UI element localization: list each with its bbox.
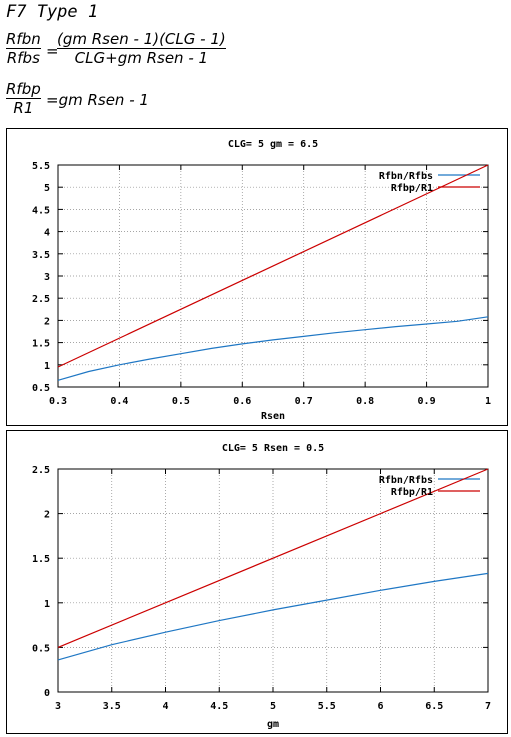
eq2-lhs-numerator: Rfbp xyxy=(6,80,41,98)
legend-label-2: Rfbp/R1 xyxy=(391,487,433,498)
y-tick-label: 2 xyxy=(44,510,50,521)
eq1-rhs-numerator: (gm Rsen - 1)(CLG - 1) xyxy=(57,30,226,48)
x-axis-label: gm xyxy=(267,719,279,730)
x-tick-label: 7 xyxy=(485,701,491,712)
eq1-rhs-fraction: (gm Rsen - 1)(CLG - 1) CLG+gm Rsen - 1 xyxy=(57,30,226,67)
x-tick-label: 5.5 xyxy=(318,701,336,712)
x-tick-label: 4 xyxy=(162,701,168,712)
y-tick-label: 1.5 xyxy=(32,339,50,350)
y-tick-label: 1.5 xyxy=(32,554,50,565)
eq1-lhs-denominator: Rfbs xyxy=(6,49,40,67)
y-tick-label: 2.5 xyxy=(32,465,50,476)
eq1-equals-sign: = xyxy=(46,42,59,60)
x-tick-label: 0.4 xyxy=(110,396,128,407)
y-tick-label: 2 xyxy=(44,316,50,327)
series-line-1 xyxy=(57,316,489,381)
y-tick-label: 0 xyxy=(44,688,50,699)
x-tick-label: 6.5 xyxy=(425,701,443,712)
y-tick-label: 4.5 xyxy=(32,205,50,216)
y-tick-label: 1 xyxy=(44,361,50,372)
x-tick-label: 5 xyxy=(270,701,276,712)
series-line-2 xyxy=(57,468,489,648)
eq1-rhs-denominator: CLG+gm Rsen - 1 xyxy=(74,49,209,67)
chart-title: CLG= 5 gm = 6.5 xyxy=(228,139,318,150)
legend-label-2: Rfbp/R1 xyxy=(391,183,433,194)
x-tick-label: 0.6 xyxy=(233,396,251,407)
eq2-lhs-denominator: R1 xyxy=(13,99,34,117)
y-tick-label: 3.5 xyxy=(32,250,50,261)
y-tick-label: 5 xyxy=(44,183,50,194)
series-line-2 xyxy=(57,164,489,368)
x-tick-label: 3.5 xyxy=(103,701,121,712)
y-tick-label: 0.5 xyxy=(32,643,50,654)
x-tick-label: 0.9 xyxy=(418,396,436,407)
eq2-rhs: =gm Rsen - 1 xyxy=(46,91,149,109)
eq1-rhs-fraction-bar xyxy=(57,48,226,49)
x-tick-label: 0.5 xyxy=(172,396,190,407)
eq1-lhs-fraction: Rfbn Rfbs xyxy=(6,30,41,67)
legend-label-1: Rfbn/Rfbs xyxy=(379,171,433,182)
series-line-1 xyxy=(57,572,489,661)
chart-gm: 3 3.5 4 4.5 5 5.5 6 6.5 7 0 0.5 1 1.5 2 2.5 CLG= 5 Rsen… xyxy=(32,443,491,730)
chart-title: CLG= 5 Rsen = 0.5 xyxy=(222,443,324,454)
x-tick-label: 6 xyxy=(377,701,383,712)
x-tick-label: 3 xyxy=(55,701,61,712)
y-tick-label: 4 xyxy=(44,228,50,239)
eq2-lhs-fraction: Rfbp R1 xyxy=(6,80,41,117)
chart-panel-gm: 3 3.5 4 4.5 5 5.5 6 6.5 7 0 0.5 1 1.5 2 2.5 CLG= 5 Rsen… xyxy=(6,430,508,734)
page-heading: F7 Type 1 xyxy=(6,2,99,22)
y-tick-label: 5.5 xyxy=(32,161,50,172)
eq1-lhs-fraction-bar xyxy=(6,48,41,49)
x-tick-label: 0.3 xyxy=(49,396,67,407)
eq1-lhs-numerator: Rfbn xyxy=(6,30,41,48)
y-tick-label: 1 xyxy=(44,599,50,610)
y-tick-label: 2.5 xyxy=(32,294,50,305)
x-tick-label: 0.8 xyxy=(356,396,374,407)
chart-rsen: 0.3 0.4 0.5 0.6 0.7 0.8 0.9 1 0.5 1 1.5 2 2.5 3 3.5 4 4.… xyxy=(32,139,491,422)
x-tick-label: 0.7 xyxy=(295,396,313,407)
y-tick-label: 3 xyxy=(44,272,50,283)
x-tick-label: 4.5 xyxy=(210,701,228,712)
x-axis-label: Rsen xyxy=(261,411,285,422)
y-tick-label: 0.5 xyxy=(32,383,50,394)
plot-frame xyxy=(57,164,489,388)
chart-panel-rsen: 0.3 0.4 0.5 0.6 0.7 0.8 0.9 1 0.5 1 1.5 2 2.5 3 3.5 4 4.… xyxy=(6,128,508,426)
eq2-lhs-fraction-bar xyxy=(6,98,41,99)
x-tick-label: 1 xyxy=(485,396,491,407)
legend-label-1: Rfbn/Rfbs xyxy=(379,475,433,486)
